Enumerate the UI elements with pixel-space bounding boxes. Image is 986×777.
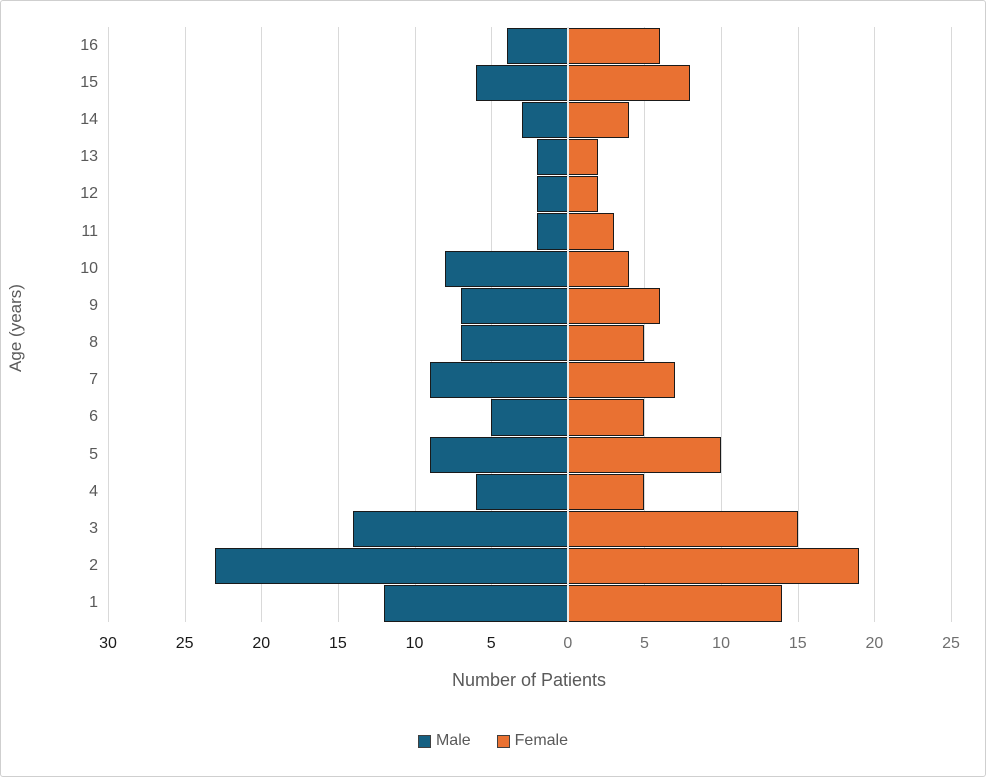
bar-female-age-8	[567, 325, 645, 362]
bar-male-age-13	[537, 139, 568, 176]
y-tick-label: 4	[89, 482, 98, 500]
y-tick-label: 9	[89, 296, 98, 314]
gridline	[337, 27, 339, 622]
gridline	[491, 27, 493, 622]
x-tick-label: 5	[640, 635, 649, 652]
legend-label-female: Female	[514, 732, 569, 749]
x-tick-label: 20	[865, 635, 884, 652]
zero-axis-line-mark	[566, 27, 569, 622]
bar-female-age-13	[567, 139, 599, 176]
gridline	[261, 27, 263, 622]
y-tick-label: 13	[80, 148, 98, 166]
gridline	[184, 27, 186, 622]
y-tick-label: 3	[89, 520, 98, 538]
legend: Male Female	[1, 732, 985, 750]
male-series-swatch-icon	[417, 734, 431, 748]
y-tick-label: 1	[89, 594, 98, 612]
bar-male-age-7	[429, 362, 568, 399]
y-tick-label: 15	[80, 73, 98, 91]
bar-male-age-2	[215, 548, 568, 585]
bar-female-age-12	[567, 176, 599, 213]
bar-female-age-2	[567, 548, 860, 585]
bar-male-age-6	[491, 399, 568, 436]
y-tick-label: 5	[89, 445, 98, 463]
bar-male-age-15	[475, 64, 568, 101]
female-series-swatch-icon	[496, 734, 510, 748]
bar-male-age-16	[506, 27, 568, 64]
x-tick-label: 10	[405, 635, 424, 652]
x-tick-label: 5	[486, 635, 496, 652]
bar-male-age-3	[353, 510, 568, 548]
legend-item-female: Female	[496, 732, 569, 750]
bar-female-age-3	[567, 510, 798, 548]
bar-female-age-9	[567, 287, 660, 324]
bar-female-age-5	[567, 436, 722, 473]
x-tick-label: 10	[712, 635, 730, 652]
bar-male-age-1	[383, 585, 568, 622]
y-tick-label: 14	[80, 110, 98, 128]
bar-male-age-8	[460, 325, 568, 362]
x-tick-label: 20	[252, 635, 271, 652]
y-tick-label: 6	[89, 408, 98, 426]
bar-male-age-4	[475, 473, 568, 510]
bar-female-age-14	[567, 101, 630, 139]
x-tick-label: 30	[99, 635, 117, 652]
bar-male-age-9	[460, 287, 568, 324]
y-tick-label: 2	[89, 557, 98, 575]
gridline	[797, 27, 799, 622]
x-tick-label: 25	[942, 635, 960, 652]
x-tick-label: 25	[175, 635, 194, 652]
bar-male-age-5	[429, 436, 568, 473]
bar-female-age-6	[567, 399, 645, 436]
x-tick-label: 15	[788, 635, 807, 652]
bar-male-age-14	[521, 101, 568, 139]
legend-label-male: Male	[435, 732, 471, 749]
gridline	[721, 27, 723, 622]
bar-male-age-11	[537, 213, 568, 250]
y-tick-label: 16	[80, 36, 98, 54]
bar-female-age-7	[567, 362, 676, 399]
bar-female-age-16	[567, 27, 660, 64]
x-tick-label: 0	[563, 635, 573, 652]
y-tick-label: 12	[80, 185, 98, 203]
y-tick-label: 10	[80, 259, 98, 277]
bar-female-age-4	[567, 473, 645, 510]
gridline	[414, 27, 416, 622]
x-tick-label: 15	[329, 635, 347, 652]
gridline	[644, 27, 646, 622]
bar-female-age-15	[567, 64, 691, 101]
legend-item-male: Male	[417, 732, 471, 750]
y-tick-label: 8	[89, 334, 98, 352]
bar-male-age-12	[537, 176, 568, 213]
gridline	[951, 27, 952, 622]
bar-female-age-1	[567, 585, 783, 622]
bar-female-age-11	[567, 213, 614, 250]
bar-female-age-10	[567, 250, 630, 287]
x-axis-title: Number of Patients	[451, 670, 607, 690]
bar-male-age-10	[445, 250, 568, 287]
y-tick-label: 11	[81, 222, 98, 240]
y-axis-title: Age (years)	[6, 284, 25, 372]
gridline	[108, 27, 109, 622]
gridline	[874, 27, 876, 622]
y-tick-label: 7	[89, 371, 98, 389]
